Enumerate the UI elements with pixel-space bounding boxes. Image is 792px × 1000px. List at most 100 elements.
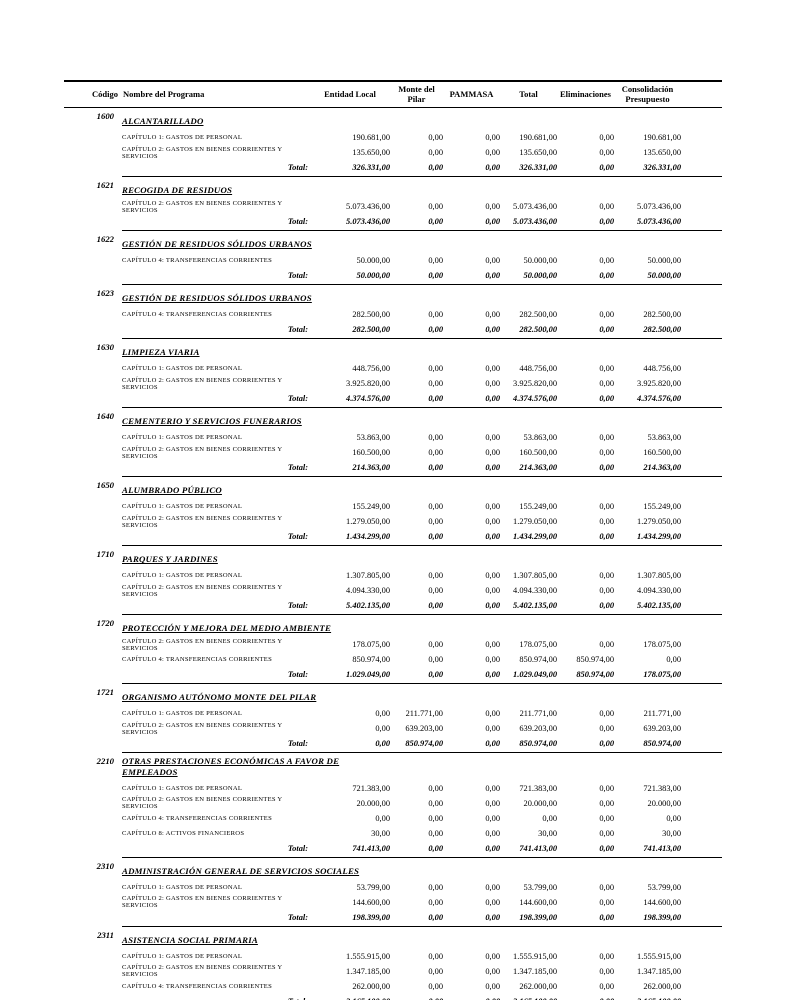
program-code: 1640 xyxy=(96,411,114,421)
total-amount-cell: 0,00 xyxy=(485,739,500,748)
program-header-row: 1650 ALUMBRADO PÚBLICO xyxy=(97,479,722,499)
capitulo-label: CAPÍTULO 2: GASTOS EN BIENES CORRIENTES … xyxy=(122,445,283,460)
amount-cell: 282.500,00 xyxy=(519,310,557,319)
capitulo-label: CAPÍTULO 2: GASTOS EN BIENES CORRIENTES … xyxy=(122,721,283,736)
total-label: Total: xyxy=(287,163,308,172)
amount-cell: 0,00 xyxy=(485,813,500,823)
capitulo-row: CAPÍTULO 4: TRANSFERENCIAS CORRIENTES 282… xyxy=(122,307,722,322)
capitulo-row: CAPÍTULO 1: GASTOS DE PERSONAL 1.555.915,… xyxy=(122,949,722,964)
total-amount-cell: 198.399,00 xyxy=(643,912,681,922)
program-section: 1630 LIMPIEZA VIARIA CAPÍTULO 1: GASTOS … xyxy=(97,338,722,407)
total-amount-cell: 1.434.299,00 xyxy=(637,532,681,541)
capitulo-row: CAPÍTULO 4: TRANSFERENCIAS CORRIENTES 850… xyxy=(122,652,722,667)
total-label: Total: xyxy=(287,271,308,280)
amount-cell: 0,00 xyxy=(599,133,614,142)
capitulo-row: CAPÍTULO 2: GASTOS EN BIENES CORRIENTES … xyxy=(122,145,722,160)
program-code: 2310 xyxy=(96,860,114,871)
amount-cell: 0,00 xyxy=(485,724,500,733)
program-header-row: 1623 GESTIÓN DE RESIDUOS SÓLIDOS URBANOS xyxy=(97,287,722,307)
program-code: 1622 xyxy=(96,234,114,244)
amount-cell: 0,00 xyxy=(428,640,443,649)
total-amount-cell: 0,00 xyxy=(485,271,500,280)
capitulo-row: CAPÍTULO 2: GASTOS EN BIENES CORRIENTES … xyxy=(122,895,722,910)
capitulo-row: CAPÍTULO 1: GASTOS DE PERSONAL 155.249,00… xyxy=(122,499,722,514)
amount-cell: 1.555.915,00 xyxy=(637,951,681,961)
total-amount-cell: 0,00 xyxy=(599,843,614,853)
total-amount-cell: 0,00 xyxy=(375,739,390,748)
total-amount-cell: 0,00 xyxy=(485,912,500,922)
total-amount-cell: 214.363,00 xyxy=(519,463,557,472)
amount-cell: 178.075,00 xyxy=(643,640,681,649)
capitulo-label: CAPÍTULO 1: GASTOS DE PERSONAL xyxy=(122,572,243,579)
amount-cell: 850.974,00 xyxy=(519,655,557,664)
total-amount-cell: 0,00 xyxy=(599,271,614,280)
program-total-row: Total: 50.000,00 0,00 0,00 50.000,00 0,00 50.0… xyxy=(122,269,722,282)
amount-cell: 262.000,00 xyxy=(352,981,390,991)
program-header-row: 1710 PARQUES Y JARDINES xyxy=(97,548,722,568)
amount-cell: 0,00 xyxy=(485,148,500,157)
total-amount-cell: 0,00 xyxy=(485,394,500,403)
amount-cell: 50.000,00 xyxy=(356,256,391,265)
total-amount-cell: 326.331,00 xyxy=(519,163,557,172)
total-label: Total: xyxy=(287,670,308,679)
program-total-row: Total: 214.363,00 0,00 0,00 214.363,00 0,00 21… xyxy=(122,461,722,474)
amount-cell: 262.000,00 xyxy=(643,981,681,991)
amount-cell: 211.771,00 xyxy=(519,709,557,718)
program-name: ADMINISTRACIÓN GENERAL DE SERVICIOS SOCI… xyxy=(122,865,360,876)
capitulo-row: CAPÍTULO 4: TRANSFERENCIAS CORRIENTES 262… xyxy=(122,979,722,994)
program-header-row: 2310 ADMINISTRACIÓN GENERAL DE SERVICIOS… xyxy=(97,860,722,880)
amount-cell: 30,00 xyxy=(538,828,557,838)
total-amount-cell: 0,00 xyxy=(428,532,443,541)
amount-cell: 0,00 xyxy=(599,379,614,388)
program-header-row: 2210 OTRAS PRESTACIONES ECONÓMICAS A FAV… xyxy=(97,755,722,781)
program-code: 1720 xyxy=(96,618,114,628)
amount-cell: 53.799,00 xyxy=(647,882,682,892)
amount-cell: 3.925.820,00 xyxy=(346,379,390,388)
total-amount-cell: 5.402.135,00 xyxy=(346,601,390,610)
amount-cell: 0,00 xyxy=(599,433,614,442)
amount-cell: 850.974,00 xyxy=(576,655,614,664)
total-label: Total: xyxy=(287,325,308,334)
amount-cell: 1.307.805,00 xyxy=(513,571,557,580)
amount-cell: 0,00 xyxy=(485,256,500,265)
program-name: PROTECCIÓN Y MEJORA DEL MEDIO AMBIENTE xyxy=(122,623,332,633)
total-amount-cell: 741.413,00 xyxy=(643,843,681,853)
capitulo-label: CAPÍTULO 2: GASTOS EN BIENES CORRIENTES … xyxy=(122,199,283,214)
program-name: ALUMBRADO PÚBLICO xyxy=(122,485,222,495)
program-section: 1640 CEMENTERIO Y SERVICIOS FUNERARIOS C… xyxy=(97,407,722,476)
total-amount-cell: 0,00 xyxy=(485,163,500,172)
amount-cell: 721.383,00 xyxy=(643,783,681,793)
amount-cell: 0,00 xyxy=(428,148,443,157)
program-code: 1710 xyxy=(96,549,114,559)
total-amount-cell: 741.413,00 xyxy=(352,843,390,853)
amount-cell: 0,00 xyxy=(428,655,443,664)
amount-cell: 53.863,00 xyxy=(523,433,558,442)
amount-cell: 0,00 xyxy=(428,133,443,142)
program-total-row: Total: 741.413,00 0,00 0,00 741.413,00 0,00 74… xyxy=(122,842,722,855)
amount-cell: 0,00 xyxy=(428,798,443,808)
amount-cell: 50.000,00 xyxy=(647,256,682,265)
amount-cell: 0,00 xyxy=(599,709,614,718)
amount-cell: 53.799,00 xyxy=(356,882,391,892)
program-name: CEMENTERIO Y SERVICIOS FUNERARIOS xyxy=(122,416,302,426)
total-amount-cell: 0,00 xyxy=(428,463,443,472)
amount-cell: 0,00 xyxy=(485,828,500,838)
program-section: 1623 GESTIÓN DE RESIDUOS SÓLIDOS URBANOS… xyxy=(97,284,722,338)
table-body: 1600 ALCANTARILLADO CAPÍTULO 1: GASTOS D… xyxy=(64,108,722,1000)
amount-cell: 0,00 xyxy=(485,981,500,991)
program-code: 1650 xyxy=(96,480,114,490)
amount-cell: 0,00 xyxy=(599,364,614,373)
total-amount-cell: 0,00 xyxy=(443,997,500,1000)
total-amount-cell: 0,00 xyxy=(599,163,614,172)
capitulo-label: CAPÍTULO 1: GASTOS DE PERSONAL xyxy=(122,710,243,717)
amount-cell: 0,00 xyxy=(599,882,614,892)
total-amount-cell: 0,00 xyxy=(428,271,443,280)
amount-cell: 0,00 xyxy=(428,981,443,991)
amount-cell: 1.555.915,00 xyxy=(513,951,557,961)
amount-cell: 0,00 xyxy=(428,310,443,319)
capitulo-row: CAPÍTULO 4: TRANSFERENCIAS CORRIENTES 50.… xyxy=(122,253,722,268)
amount-cell: 190.681,00 xyxy=(643,133,681,142)
amount-cell: 50.000,00 xyxy=(523,256,558,265)
amount-cell: 1.347.185,00 xyxy=(637,966,681,976)
amount-cell: 0,00 xyxy=(485,798,500,808)
